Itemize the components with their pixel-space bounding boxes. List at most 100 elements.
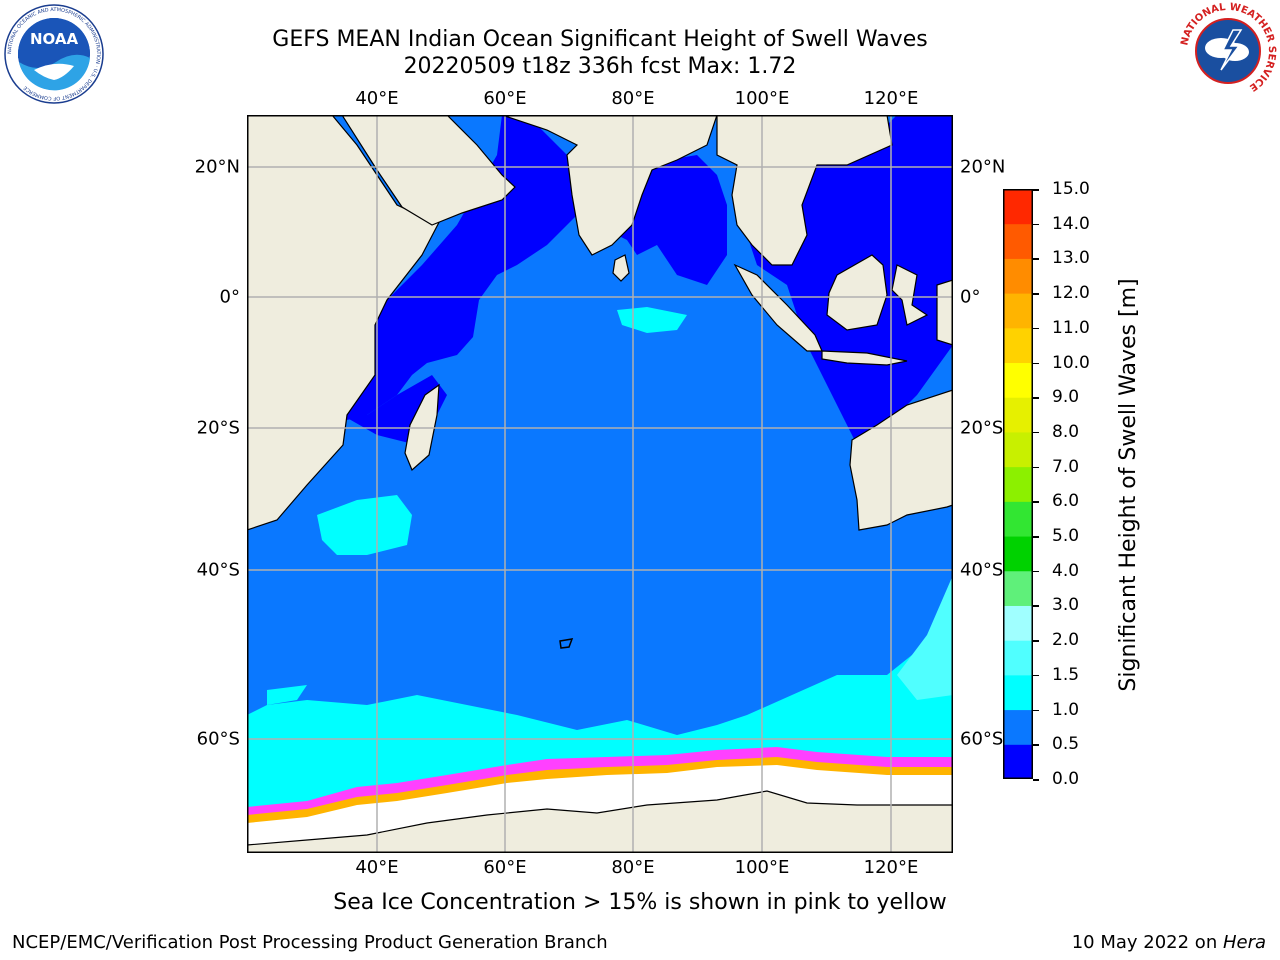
- colorbar-tick-label: 1.5: [1052, 664, 1080, 685]
- footer-date: 10 May 2022 on Hera: [1072, 932, 1266, 953]
- colorbar-tick-mark: [1033, 570, 1039, 573]
- colorbar-bin: [1003, 570, 1033, 606]
- lat-tick-right: 60°S: [960, 728, 1004, 750]
- colorbar-tick-mark: [1033, 674, 1039, 677]
- map-border: [247, 115, 953, 853]
- lat-tick-right: 40°S: [960, 559, 1004, 581]
- colorbar-bin: [1003, 431, 1033, 468]
- swell-high-patch: [897, 575, 953, 700]
- colorbar-tick-label: 14.0: [1052, 213, 1090, 234]
- land-new-guinea: [936, 279, 953, 346]
- nws-logo: NATIONAL WEATHER SERVICE: [1178, 1, 1278, 101]
- land-australia: [849, 389, 953, 531]
- colorbar-tick-label: 13.0: [1052, 248, 1090, 269]
- chart-subtitle: 20220509 t18z 336h fcst Max: 1.72: [403, 54, 797, 79]
- colorbar-bin: [1003, 744, 1033, 779]
- colorbar-bin: [1003, 397, 1033, 433]
- lon-tick-bottom: 60°E: [483, 857, 527, 878]
- colorbar-bin: [1003, 223, 1033, 259]
- colorbar-bin: [1003, 536, 1033, 572]
- swell-low-arabian-sea: [342, 115, 577, 420]
- sea-ice-edge-orange: [247, 757, 953, 825]
- colorbar-bin: [1003, 362, 1033, 398]
- sea-ice-edge-pink: [247, 747, 953, 819]
- colorbar-bin: [1003, 674, 1033, 711]
- land-sulawesi: [891, 264, 929, 326]
- colorbar-tick-label: 4.0: [1052, 560, 1080, 581]
- colorbar-tick-label: 9.0: [1052, 387, 1080, 408]
- colorbar-tick-mark: [1033, 258, 1039, 260]
- footer-date-text: 10 May 2022 on: [1071, 932, 1223, 953]
- land-indochina: [716, 115, 893, 266]
- colorbar-tick-label: 15.0: [1052, 179, 1090, 199]
- colorbar-tick-mark: [1033, 362, 1039, 365]
- lon-tick-top: 100°E: [734, 88, 790, 109]
- lon-tick-top: 80°E: [611, 88, 655, 109]
- lat-tick-left: 0°: [219, 286, 240, 308]
- lat-tick-left: 20°N: [194, 156, 240, 178]
- land-antarctica: [247, 790, 953, 853]
- colorbar-tick-mark: [1033, 744, 1039, 746]
- colorbar-tick-label: 10.0: [1052, 352, 1090, 373]
- colorbar-tick-mark: [1033, 605, 1039, 607]
- colorbar-tick-mark: [1033, 189, 1039, 191]
- colorbar-tick-mark: [1033, 293, 1039, 295]
- colorbar-tick-label: 7.0: [1052, 456, 1080, 477]
- swell-moderate-patch: [267, 685, 307, 705]
- colorbar-tick-mark: [1033, 709, 1039, 712]
- colorbar-tick-label: 0.5: [1052, 734, 1080, 755]
- lon-tick-bottom: 100°E: [734, 857, 790, 878]
- colorbar-bin: [1003, 605, 1033, 641]
- noaa-logo-text: NOAA: [30, 30, 79, 48]
- lon-tick-bottom: 80°E: [611, 857, 655, 878]
- lon-tick-bottom: 40°E: [355, 857, 399, 878]
- colorbar-tick-label: 5.0: [1052, 526, 1080, 547]
- swell-moderate-patch: [317, 495, 412, 555]
- colorbar-tick-label: 3.0: [1052, 595, 1080, 616]
- lon-tick-top: 60°E: [483, 88, 527, 109]
- colorbar-tick-mark: [1033, 640, 1039, 642]
- colorbar-tick-mark: [1033, 779, 1039, 781]
- sea-ice-note: Sea Ice Concentration > 15% is shown in …: [333, 890, 947, 915]
- colorbar-tick-mark: [1033, 223, 1039, 226]
- colorbar-tick-mark: [1033, 536, 1039, 538]
- colorbar-tick-mark: [1033, 431, 1039, 434]
- noaa-logo: NOAA NATIONAL OCEANIC AND ATMOSPHERIC AD…: [4, 4, 104, 104]
- land-borneo: [826, 254, 888, 331]
- footer-host: Hera: [1222, 932, 1266, 953]
- lon-tick-top: 40°E: [355, 88, 399, 109]
- colorbar-bin: [1003, 327, 1033, 364]
- lat-tick-left: 40°S: [196, 559, 240, 581]
- colorbar-label: Significant Height of Swell Waves [m]: [1116, 278, 1141, 692]
- colorbar-bin: [1003, 501, 1033, 537]
- land-java: [821, 350, 908, 366]
- colorbar-tick-label: 12.0: [1052, 283, 1090, 304]
- map-gridlines: [247, 115, 953, 853]
- lon-tick-bottom: 120°E: [863, 857, 919, 878]
- lat-tick-right: 0°: [960, 286, 981, 308]
- colorbar-tick-label: 8.0: [1052, 421, 1080, 442]
- land-arabia: [341, 115, 516, 226]
- lat-tick-right: 20°S: [960, 417, 1004, 439]
- lat-tick-left: 60°S: [196, 728, 240, 750]
- colorbar-tick-label: 1.0: [1052, 699, 1080, 720]
- land-india: [501, 115, 718, 256]
- colorbar-tick-label: 2.0: [1052, 630, 1080, 651]
- colorbar: [1003, 189, 1033, 779]
- colorbar-tick-mark: [1033, 501, 1039, 503]
- colorbar-bin: [1003, 709, 1033, 745]
- lon-tick-top: 120°E: [863, 88, 919, 109]
- colorbar-bin: [1003, 293, 1033, 329]
- chart-title: GEFS MEAN Indian Ocean Significant Heigh…: [272, 27, 928, 52]
- swell-moderate-patch: [617, 307, 687, 333]
- colorbar-tick-mark: [1033, 397, 1039, 399]
- lat-tick-right: 20°N: [960, 156, 1006, 178]
- colorbar-tick-mark: [1033, 327, 1039, 330]
- colorbar-bin: [1003, 189, 1033, 225]
- land-africa: [247, 115, 449, 531]
- lat-tick-left: 20°S: [196, 417, 240, 439]
- colorbar-bin: [1003, 640, 1033, 676]
- colorbar-tick-mark: [1033, 466, 1039, 469]
- colorbar-bin: [1003, 258, 1033, 294]
- colorbar-tick-label: 11.0: [1052, 317, 1090, 338]
